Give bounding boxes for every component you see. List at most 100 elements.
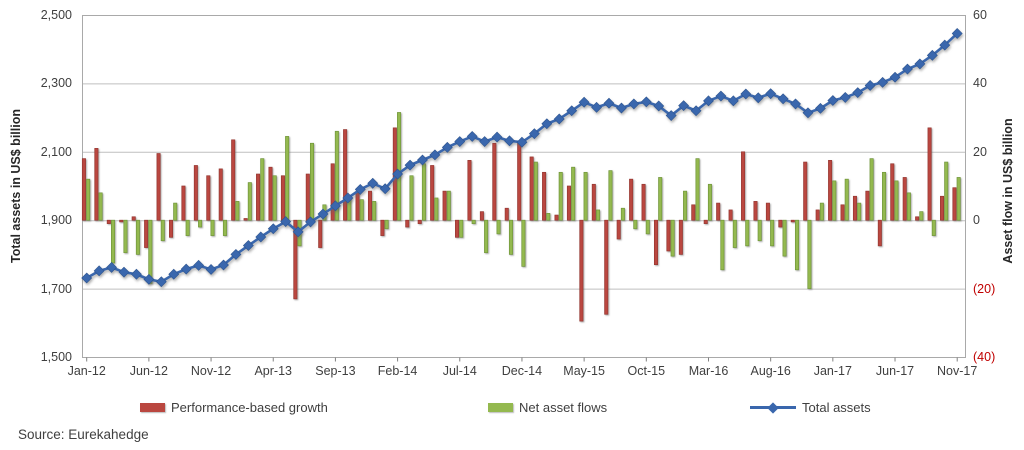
bar (678, 219, 683, 255)
bar (683, 190, 688, 221)
bar (210, 219, 215, 236)
bar (890, 163, 895, 221)
bar (280, 175, 285, 221)
bar (81, 158, 86, 221)
diamond-marker (118, 266, 130, 278)
right-axis-tick: (20) (973, 281, 996, 296)
diamond-marker (155, 276, 167, 288)
bar (86, 178, 91, 221)
bar (446, 190, 451, 221)
bar (629, 178, 634, 221)
bar (770, 219, 775, 247)
diamond-marker (218, 259, 229, 271)
bar (645, 219, 650, 235)
diamond-marker (441, 141, 453, 153)
x-axis-tick-marks (86, 357, 958, 362)
bar (720, 219, 725, 271)
bar (753, 201, 758, 221)
bar (803, 161, 808, 221)
bar (558, 171, 563, 221)
bar (741, 151, 746, 221)
diamond-marker (616, 102, 627, 114)
diamond-marker (877, 76, 889, 88)
bar (442, 190, 447, 221)
diamond-marker (678, 100, 690, 112)
bar (633, 219, 638, 230)
bar (231, 139, 236, 221)
bar (343, 129, 348, 221)
bar (459, 219, 464, 238)
diamond-marker (81, 272, 93, 284)
bar (123, 219, 128, 254)
diamond-marker (342, 192, 354, 204)
diamond-marker (665, 110, 677, 121)
bar (496, 219, 501, 235)
x-axis-label: Oct-15 (627, 364, 666, 378)
bar (367, 190, 372, 221)
x-axis-label: Feb-14 (377, 364, 418, 378)
bar (144, 219, 149, 248)
diamond-marker (329, 200, 341, 212)
bar (334, 130, 339, 221)
bar (579, 219, 584, 322)
bar (185, 219, 190, 236)
bar (670, 219, 675, 257)
diamond-marker (292, 226, 304, 238)
bar (616, 219, 621, 240)
left-axis-tick: 2,500 (40, 8, 72, 22)
bar (492, 142, 497, 221)
diamond-marker (404, 159, 416, 171)
bar (508, 219, 513, 255)
diamond-marker (802, 107, 814, 119)
bar (571, 166, 576, 221)
bar (620, 207, 625, 221)
bar (521, 219, 526, 267)
diamond-marker (765, 88, 777, 100)
diamond-marker (591, 101, 602, 113)
bar (293, 219, 298, 300)
x-axis-label: Sep-13 (315, 364, 356, 378)
diamond-marker (827, 95, 839, 106)
diamond-marker (379, 183, 391, 195)
bar (608, 170, 613, 221)
bar (181, 185, 186, 221)
x-axis-label: Nov-12 (190, 364, 232, 378)
left-axis-tick: 2,100 (40, 144, 72, 159)
legend-label: Net asset flows (519, 400, 608, 415)
bar (94, 148, 99, 221)
diamond-marker (454, 136, 466, 147)
diamond-marker (690, 105, 702, 117)
diamond-marker (516, 136, 528, 148)
bar (757, 219, 762, 242)
x-axis-label: Aug-16 (750, 364, 791, 378)
x-axis-label: Jun-17 (875, 364, 915, 378)
diamond-marker (305, 216, 316, 228)
bar (455, 219, 460, 238)
bar (840, 204, 845, 221)
diamond-marker (939, 39, 951, 51)
diamond-marker (777, 93, 789, 105)
diamond-marker (317, 208, 329, 220)
bar (765, 202, 770, 221)
legend-swatch-icon (140, 403, 165, 412)
right-axis-tick: 40 (973, 76, 987, 91)
bar (604, 219, 609, 315)
diamond-marker (814, 102, 826, 114)
diamond-marker (504, 135, 515, 147)
bar (790, 219, 795, 223)
left-axis-title: Total assets in US$ billion (9, 109, 23, 263)
bar (430, 165, 435, 221)
bar (716, 202, 721, 221)
bar (198, 219, 203, 228)
right-axis-tick: (40) (973, 350, 996, 364)
bar (380, 219, 385, 236)
bar (355, 192, 360, 221)
bar (877, 219, 882, 247)
right-axis-tick: 60 (973, 8, 987, 22)
diamond-marker (93, 265, 105, 277)
bar (533, 161, 538, 221)
diamond-marker (790, 98, 801, 110)
right-axis-tick: 20 (973, 144, 987, 159)
diamond-marker (230, 248, 242, 260)
bar (844, 178, 849, 221)
